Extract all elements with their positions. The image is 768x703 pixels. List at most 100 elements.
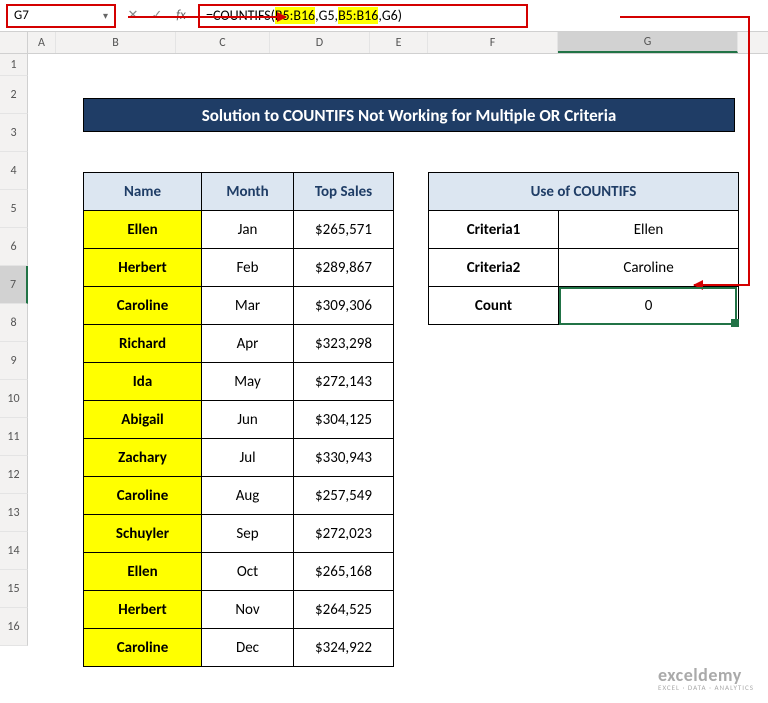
col-header-B[interactable]: B — [56, 32, 176, 53]
cell-name[interactable]: Ellen — [84, 553, 202, 591]
cell-name[interactable]: Caroline — [84, 629, 202, 667]
cell-sales[interactable]: $265,168 — [294, 553, 394, 591]
criteria2-label[interactable]: Criteria2 — [429, 249, 559, 287]
row-header-6[interactable]: 6 — [0, 228, 28, 266]
cell-name[interactable]: Zachary — [84, 439, 202, 477]
col-header-C[interactable]: C — [176, 32, 270, 53]
table-row: SchuylerSep$272,023 — [84, 515, 394, 553]
chevron-down-icon[interactable]: ▾ — [103, 9, 108, 22]
cell-month[interactable]: Jul — [202, 439, 294, 477]
table-row: Criteria2 Caroline — [429, 249, 739, 287]
row-header-5[interactable]: 5 — [0, 190, 28, 228]
row-header-11[interactable]: 11 — [0, 418, 28, 456]
formula-arg-1: ,G5, — [315, 7, 338, 24]
cell-sales[interactable]: $264,525 — [294, 591, 394, 629]
cell-sales[interactable]: $272,023 — [294, 515, 394, 553]
criteria-table: Use of COUNTIFS Criteria1 Ellen Criteria… — [428, 172, 739, 325]
header-name[interactable]: Name — [84, 173, 202, 211]
row-header-16[interactable]: 16 — [0, 608, 28, 646]
row-header-13[interactable]: 13 — [0, 494, 28, 532]
cell-sales[interactable]: $304,125 — [294, 401, 394, 439]
header-sales[interactable]: Top Sales — [294, 173, 394, 211]
row-headers: 1 2 3 4 5 6 7 8 9 10 11 12 13 14 15 16 — [0, 54, 28, 646]
table-row: Count 0 — [429, 287, 739, 325]
cell-sales[interactable]: $330,943 — [294, 439, 394, 477]
cell-month[interactable]: Jan — [202, 211, 294, 249]
table-row: AbigailJun$304,125 — [84, 401, 394, 439]
cell-month[interactable]: Nov — [202, 591, 294, 629]
cell-name[interactable]: Ellen — [84, 211, 202, 249]
cell-name[interactable]: Caroline — [84, 477, 202, 515]
table-row: Criteria1 Ellen — [429, 211, 739, 249]
row-header-1[interactable]: 1 — [0, 54, 28, 76]
cell-sales[interactable]: $272,143 — [294, 363, 394, 401]
count-label[interactable]: Count — [429, 287, 559, 325]
table-row: HerbertFeb$289,867 — [84, 249, 394, 287]
cell-month[interactable]: Sep — [202, 515, 294, 553]
cell-name[interactable]: Richard — [84, 325, 202, 363]
cell-sales[interactable]: $257,549 — [294, 477, 394, 515]
row-header-15[interactable]: 15 — [0, 570, 28, 608]
cell-sales[interactable]: $265,571 — [294, 211, 394, 249]
cell-month[interactable]: Mar — [202, 287, 294, 325]
table-row: CarolineMar$309,306 — [84, 287, 394, 325]
row-header-4[interactable]: 4 — [0, 152, 28, 190]
table-row: CarolineAug$257,549 — [84, 477, 394, 515]
column-headers: A B C D E F G — [0, 32, 768, 54]
table-row: EllenOct$265,168 — [84, 553, 394, 591]
cell-month[interactable]: Apr — [202, 325, 294, 363]
col-header-D[interactable]: D — [270, 32, 370, 53]
cell-month[interactable]: Feb — [202, 249, 294, 287]
row-header-9[interactable]: 9 — [0, 342, 28, 380]
cell-sales[interactable]: $309,306 — [294, 287, 394, 325]
row-header-3[interactable]: 3 — [0, 114, 28, 152]
select-all-corner[interactable] — [0, 32, 28, 53]
row-header-10[interactable]: 10 — [0, 380, 28, 418]
table-row: HerbertNov$264,525 — [84, 591, 394, 629]
criteria2-value[interactable]: Caroline — [559, 249, 739, 287]
watermark-title: exceldemy — [658, 666, 754, 684]
arrow-annotation-top — [128, 16, 286, 18]
formula-range-2: B5:B16 — [338, 7, 378, 24]
cell-name[interactable]: Herbert — [84, 249, 202, 287]
row-header-8[interactable]: 8 — [0, 304, 28, 342]
table-header-row: Name Month Top Sales — [84, 173, 394, 211]
header-month[interactable]: Month — [202, 173, 294, 211]
formula-bar: G7 ▾ ✕ ✓ fx =COUNTIFS(B5:B16,G5,B5:B16,G… — [0, 0, 768, 32]
cell-month[interactable]: Dec — [202, 629, 294, 667]
cell-month[interactable]: Aug — [202, 477, 294, 515]
criteria1-label[interactable]: Criteria1 — [429, 211, 559, 249]
row-header-2[interactable]: 2 — [0, 76, 28, 114]
cell-name[interactable]: Ida — [84, 363, 202, 401]
col-header-A[interactable]: A — [28, 32, 56, 53]
cell-sales[interactable]: $324,922 — [294, 629, 394, 667]
cell-name[interactable]: Schuyler — [84, 515, 202, 553]
table-row: ZacharyJul$330,943 — [84, 439, 394, 477]
name-box[interactable]: G7 ▾ — [6, 4, 116, 28]
table-row: IdaMay$272,143 — [84, 363, 394, 401]
arrow-annotation-segment — [748, 16, 750, 284]
table-row: CarolineDec$324,922 — [84, 629, 394, 667]
spreadsheet-grid: A B C D E F G 1 2 3 4 5 6 7 8 9 10 11 12… — [0, 32, 768, 54]
table-row: EllenJan$265,571 — [84, 211, 394, 249]
title-banner: Solution to COUNTIFS Not Working for Mul… — [83, 98, 735, 132]
col-header-G[interactable]: G — [558, 32, 738, 53]
col-header-E[interactable]: E — [370, 32, 428, 53]
formula-arg-2: ,G6) — [378, 7, 402, 24]
cell-name[interactable]: Herbert — [84, 591, 202, 629]
side-title[interactable]: Use of COUNTIFS — [429, 173, 739, 211]
row-header-14[interactable]: 14 — [0, 532, 28, 570]
cell-name[interactable]: Abigail — [84, 401, 202, 439]
row-header-7[interactable]: 7 — [0, 266, 28, 304]
count-value[interactable]: 0 — [559, 287, 739, 325]
cell-month[interactable]: May — [202, 363, 294, 401]
cell-sales[interactable]: $323,298 — [294, 325, 394, 363]
cell-month[interactable]: Jun — [202, 401, 294, 439]
criteria1-value[interactable]: Ellen — [559, 211, 739, 249]
cell-sales[interactable]: $289,867 — [294, 249, 394, 287]
cell-month[interactable]: Oct — [202, 553, 294, 591]
cell-name[interactable]: Caroline — [84, 287, 202, 325]
row-header-12[interactable]: 12 — [0, 456, 28, 494]
watermark: exceldemy EXCEL · DATA · ANALYTICS — [658, 666, 754, 691]
col-header-F[interactable]: F — [428, 32, 558, 53]
